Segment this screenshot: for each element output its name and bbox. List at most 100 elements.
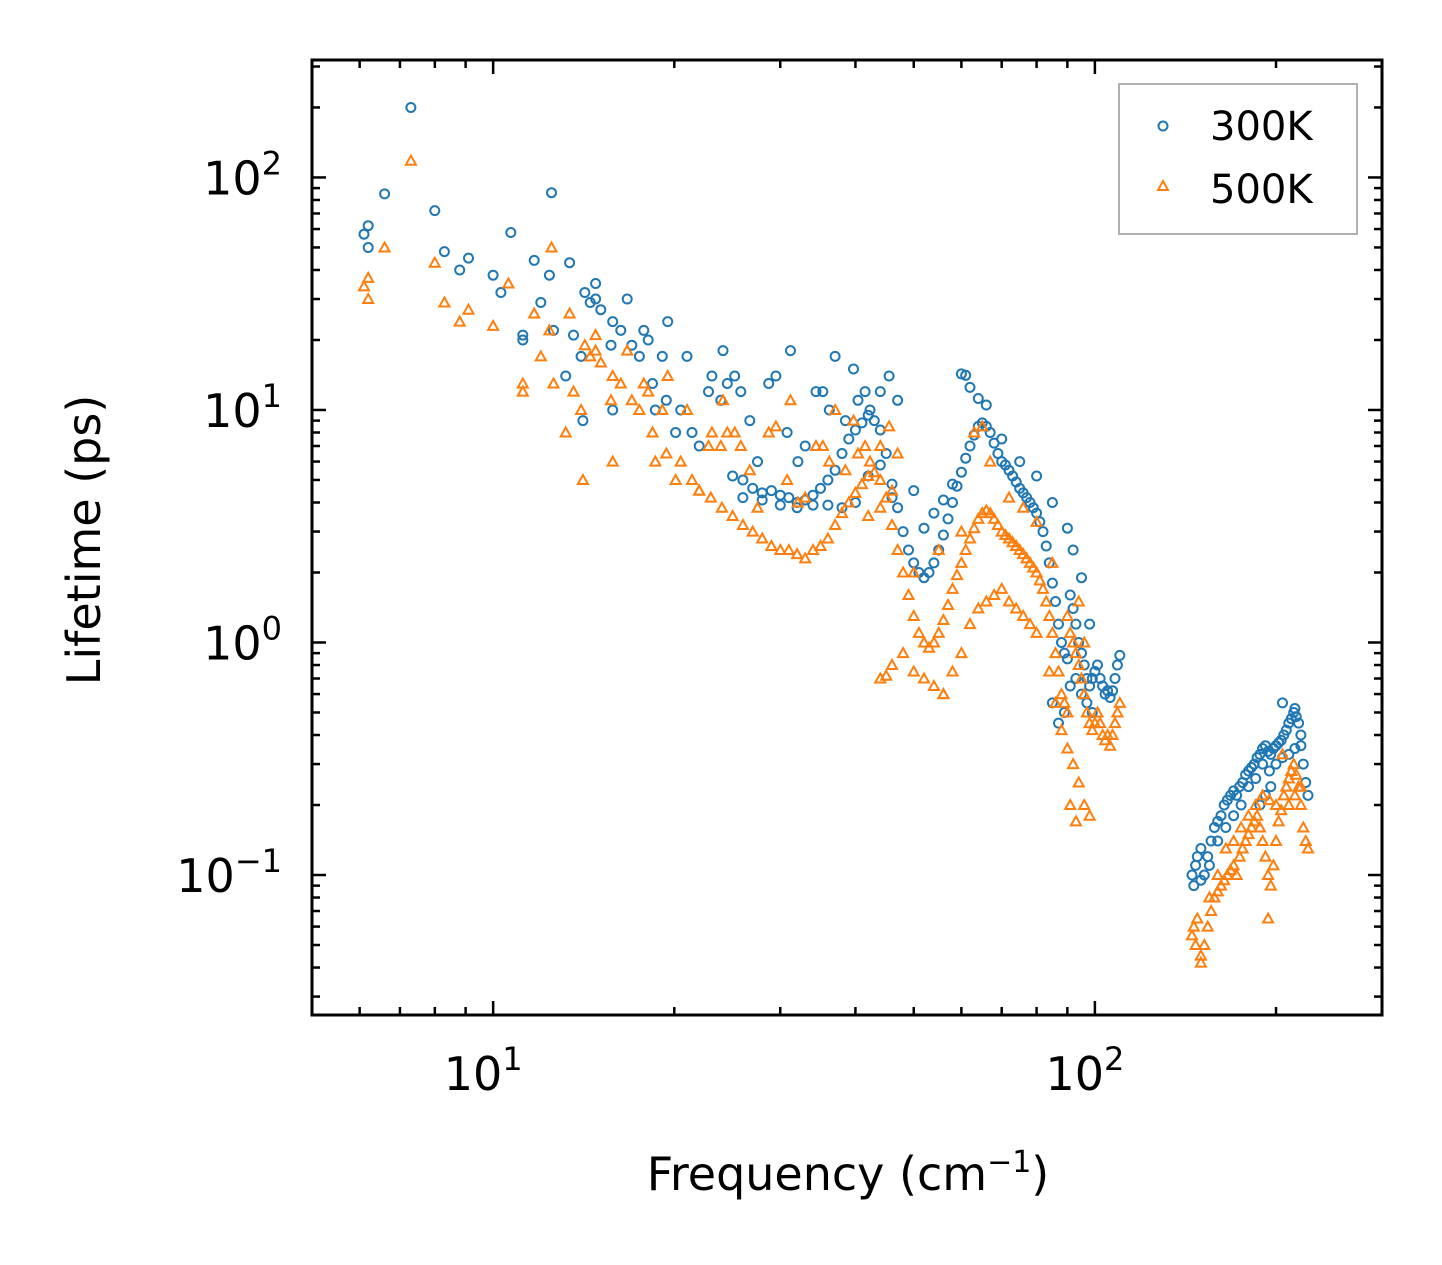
- data-point-500k: [668, 472, 683, 485]
- data-point-300k: [1289, 703, 1301, 714]
- data-point-500k: [1045, 625, 1060, 638]
- data-point-500k: [736, 517, 750, 530]
- data-point-300k: [928, 507, 940, 519]
- data-point-500k: [1063, 797, 1077, 810]
- data-point-500k: [674, 454, 688, 467]
- data-point-500k: [1103, 738, 1117, 751]
- data-point-300k: [579, 287, 591, 298]
- data-point-500k: [1241, 808, 1256, 821]
- data-point-500k: [1105, 727, 1120, 740]
- data-point-500k: [917, 635, 931, 648]
- data-point-300k: [1056, 637, 1067, 648]
- data-point-300k: [883, 370, 895, 382]
- data-point-300k: [1295, 729, 1307, 741]
- data-point-500k: [1269, 797, 1283, 810]
- data-point-300k: [947, 478, 958, 490]
- data-point-500k: [1271, 814, 1286, 827]
- data-point-500k: [879, 668, 893, 681]
- data-point-300k: [964, 440, 976, 452]
- data-point-300k: [621, 293, 633, 305]
- data-point-500k: [764, 538, 779, 551]
- data-point-300k: [852, 394, 864, 406]
- data-point-300k: [1275, 734, 1287, 746]
- data-point-500k: [954, 646, 969, 659]
- data-point-300k: [747, 482, 759, 494]
- data-point-500k: [716, 393, 730, 406]
- data-point-300k: [1092, 659, 1103, 671]
- data-point-500k: [945, 581, 960, 594]
- data-point-300k: [836, 448, 848, 459]
- data-point-500k: [1296, 820, 1310, 833]
- data-point-300k: [1228, 810, 1240, 822]
- data-point-500k: [1029, 625, 1044, 638]
- legend-box: [1118, 83, 1358, 235]
- data-point-500k: [1036, 581, 1050, 594]
- data-point-300k: [859, 386, 871, 398]
- data-point-500k: [604, 393, 618, 406]
- data-point-500k: [783, 393, 798, 406]
- data-point-500k: [562, 306, 577, 319]
- data-point-300k: [1251, 752, 1263, 764]
- data-point-500k: [1229, 867, 1244, 880]
- data-point-300k: [1031, 470, 1043, 482]
- data-point-500k: [882, 419, 896, 432]
- data-point-500k: [715, 500, 729, 513]
- series-500k: [357, 153, 1315, 968]
- data-point-300k: [1293, 717, 1305, 729]
- data-point-500k: [822, 454, 836, 467]
- data-point-300k: [791, 502, 803, 514]
- data-point-300k: [1265, 781, 1277, 793]
- data-point-500k: [873, 438, 887, 451]
- data-point-300k: [783, 492, 795, 504]
- data-point-500k: [637, 376, 651, 389]
- data-point-300k: [868, 415, 880, 427]
- data-point-300k: [735, 386, 747, 398]
- data-point-500k: [861, 508, 875, 521]
- data-point-300k: [1250, 773, 1262, 784]
- data-point-500k: [361, 270, 375, 283]
- data-point-500k: [828, 517, 842, 530]
- data-point-300k: [829, 350, 841, 362]
- data-point-300k: [1040, 540, 1052, 552]
- data-point-500k: [661, 368, 675, 381]
- data-point-500k: [1277, 788, 1291, 801]
- data-point-500k: [1238, 833, 1253, 846]
- data-point-500k: [798, 551, 812, 564]
- data-point-500k: [516, 384, 530, 397]
- data-point-300k: [560, 370, 572, 382]
- data-point-300k: [633, 350, 645, 362]
- data-point-300k: [1076, 572, 1087, 584]
- data-point-500k: [755, 531, 769, 544]
- data-point-500k: [885, 657, 899, 670]
- data-point-500k: [1187, 919, 1201, 932]
- data-point-300k: [662, 316, 674, 328]
- data-point-500k: [1072, 775, 1086, 788]
- data-point-500k: [720, 425, 734, 438]
- data-point-300k: [984, 427, 996, 438]
- data-point-500k: [620, 343, 634, 356]
- data-point-300k: [892, 394, 904, 406]
- data-point-500k: [1190, 911, 1204, 924]
- data-point-300k: [564, 257, 576, 269]
- data-point-500k: [655, 402, 669, 415]
- data-point-300k: [848, 363, 859, 375]
- data-point-300k: [681, 350, 693, 362]
- data-point-300k: [980, 399, 992, 411]
- data-point-500k: [361, 291, 375, 304]
- data-point-300k: [1114, 649, 1126, 661]
- data-point-300k: [1050, 596, 1061, 607]
- data-point-500k: [896, 646, 910, 659]
- data-point-500k: [725, 508, 740, 521]
- y-tick-label: 102: [203, 144, 282, 205]
- data-point-300k: [1235, 799, 1247, 811]
- data-point-500k: [641, 384, 655, 397]
- data-point-300k: [737, 474, 749, 486]
- data-point-500k: [461, 302, 476, 315]
- data-point-500k: [798, 490, 812, 503]
- y-tick-label: 101: [203, 377, 282, 438]
- data-point-300k: [721, 378, 733, 389]
- data-point-500k: [486, 318, 500, 331]
- data-point-500k: [890, 542, 905, 555]
- data-point-500k: [1063, 625, 1077, 638]
- data-point-500k: [907, 608, 921, 621]
